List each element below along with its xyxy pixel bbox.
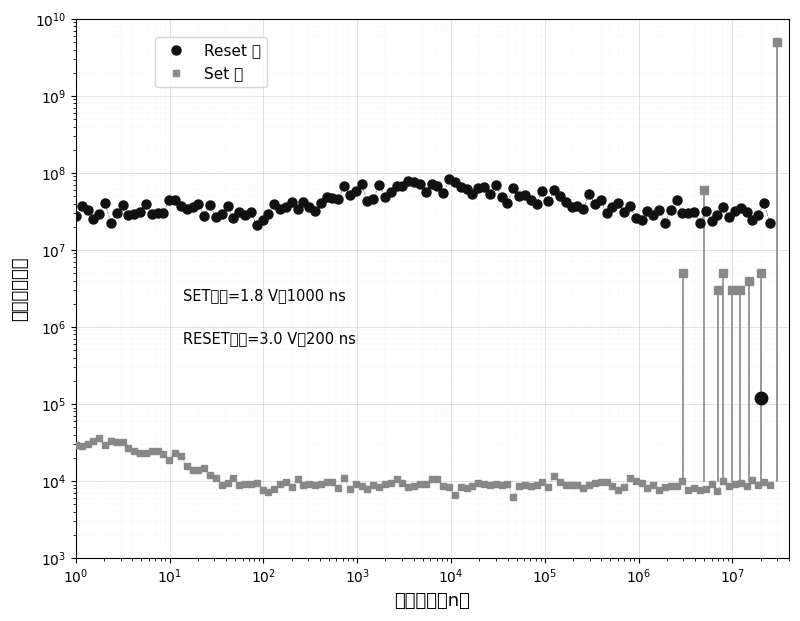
Y-axis label: 电阵（欧姆）: 电阵（欧姆） [11, 256, 29, 320]
Line: Set 态: Set 态 [72, 434, 774, 501]
Reset 态 [631, 214, 641, 222]
Set 态 [765, 482, 774, 489]
Set 态 [71, 442, 81, 449]
Text: SET脉冲=1.8 V，1000 ns: SET脉冲=1.8 V，1000 ns [183, 289, 346, 304]
Set 态 [222, 479, 232, 486]
Reset 态 [71, 213, 81, 220]
Set 态 [462, 485, 471, 492]
Set 态 [509, 494, 518, 501]
Reset 态 [468, 191, 478, 198]
Legend: Reset 态, Set 态: Reset 态, Set 态 [155, 37, 267, 87]
Line: Reset 态: Reset 态 [71, 175, 774, 230]
Reset 态 [263, 210, 273, 217]
Set 态 [94, 434, 104, 442]
Reset 态 [765, 220, 774, 227]
Set 态 [561, 481, 570, 488]
Reset 态 [252, 221, 262, 229]
Reset 态 [444, 175, 454, 183]
Reset 态 [754, 211, 763, 219]
Set 态 [263, 488, 273, 496]
Text: RESET脉冲=3.0 V，200 ns: RESET脉冲=3.0 V，200 ns [183, 332, 356, 347]
X-axis label: 循环次数（n）: 循环次数（n） [394, 592, 470, 610]
Set 态 [631, 477, 641, 484]
Set 态 [754, 481, 763, 489]
Reset 态 [561, 198, 570, 206]
Reset 态 [217, 211, 226, 218]
